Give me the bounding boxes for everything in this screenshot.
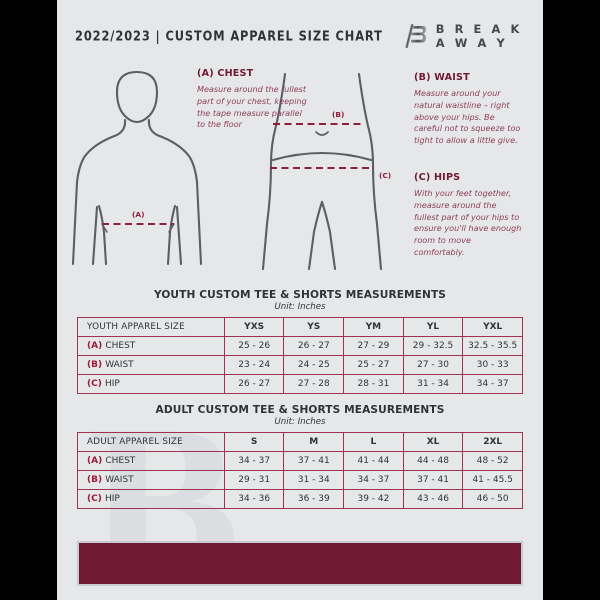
adult-section: ADULT CUSTOM TEE & SHORTS MEASUREMENTS U… — [57, 404, 543, 509]
size-chart-page: B 2022/2023 | CUSTOM APPAREL SIZE CHART — [57, 0, 543, 600]
table-cell: 31 - 34 — [402, 374, 464, 394]
chest-marker-label: (A) — [132, 210, 145, 219]
table-cell: 43 - 46 — [402, 489, 464, 509]
table-cell: 34 - 37 — [462, 374, 523, 394]
adult-col-header-size: ADULT APPAREL SIZE — [77, 432, 225, 452]
table-row: (B) WAIST 23 - 24 24 - 25 25 - 27 27 - 30 30 … — [77, 355, 523, 375]
youth-table-unit: Unit: Inches — [274, 302, 326, 312]
adult-col-header-2xl: 2XL — [462, 432, 523, 452]
measure-tag: (C) — [87, 379, 105, 389]
youth-col-header-yl: YL — [402, 317, 464, 337]
table-cell: 44 - 48 — [402, 451, 464, 471]
measure-tag: (A) — [87, 341, 106, 351]
measure-tag: (A) — [87, 456, 106, 466]
table-header-row: YOUTH APPAREL SIZE YXS YS YM YL YXL — [77, 317, 523, 337]
adult-row-label-hip: (C) HIP — [77, 489, 225, 509]
table-cell: 46 - 50 — [462, 489, 523, 509]
table-row: (C) HIP 26 - 27 27 - 28 28 - 31 31 - 34 34 - … — [77, 374, 523, 394]
table-row: (A) CHEST 34 - 37 37 - 41 41 - 44 44 - 48 48 … — [77, 451, 523, 471]
table-cell: 25 - 26 — [223, 336, 285, 356]
adult-row-label-waist: (B) WAIST — [77, 470, 225, 490]
table-cell: 27 - 29 — [343, 336, 404, 356]
table-cell: 37 - 41 — [402, 470, 464, 490]
waist-description: Measure around your natural waistline – … — [414, 88, 521, 146]
youth-size-table: YOUTH APPAREL SIZE YXS YS YM YL YXL (A) CHEST… — [77, 317, 523, 394]
table-cell: 28 - 31 — [343, 374, 404, 394]
waist-info-block: (B) WAIST Measure around your natural wa… — [414, 72, 522, 147]
measure-tag: (C) — [87, 494, 105, 504]
table-row: (C) HIP 34 - 36 36 - 39 39 - 42 43 - 46 46 - … — [77, 489, 523, 509]
table-cell: 25 - 27 — [343, 355, 404, 375]
measurement-diagram: (A) (B) (C) (A) CHEST Measure around the… — [57, 64, 543, 279]
adult-col-header-l: L — [343, 432, 404, 452]
hips-marker-label: (C) — [379, 171, 392, 180]
youth-table-title: YOUTH CUSTOM TEE & SHORTS MEASUREMENTS — [153, 289, 447, 301]
body-figure-illustration — [71, 70, 383, 271]
hips-description: With your feet together, measure around … — [414, 188, 522, 258]
waist-heading: (B) WAIST — [414, 72, 470, 83]
brand-name: B R E A K A W A Y — [435, 22, 523, 50]
table-cell: 34 - 36 — [223, 489, 285, 509]
youth-row-label-chest: (A) CHEST — [77, 336, 225, 356]
table-cell: 29 - 32.5 — [402, 336, 464, 356]
adult-table-unit: Unit: Inches — [274, 417, 326, 427]
table-cell: 41 - 44 — [343, 451, 404, 471]
youth-section: YOUTH CUSTOM TEE & SHORTS MEASUREMENTS U… — [57, 289, 543, 394]
hips-heading: (C) HIPS — [414, 172, 461, 183]
page-header: 2022/2023 | CUSTOM APPAREL SIZE CHART B — [57, 0, 543, 64]
table-row: (B) WAIST 29 - 31 31 - 34 34 - 37 37 - 41 41 … — [77, 470, 523, 490]
youth-col-header-ys: YS — [283, 317, 345, 337]
brand-lockup: B R E A K A W A Y — [405, 22, 525, 50]
table-row: (A) CHEST 25 - 26 26 - 27 27 - 29 29 - 32.5 3… — [77, 336, 523, 356]
chest-info-block: (A) CHEST Measure around the fullest par… — [197, 68, 309, 131]
youth-col-header-ym: YM — [343, 317, 404, 337]
table-cell: 29 - 31 — [223, 470, 285, 490]
table-cell: 34 - 37 — [343, 470, 404, 490]
chest-description: Measure around the fullest part of your … — [197, 84, 307, 130]
waist-marker-label: (B) — [332, 110, 345, 119]
table-cell: 36 - 39 — [283, 489, 345, 509]
table-cell: 41 - 45.5 — [462, 470, 523, 490]
adult-size-table: ADULT APPAREL SIZE S M L XL 2XL (A) CHEST 34 -… — [77, 432, 523, 509]
table-cell: 23 - 24 — [223, 355, 285, 375]
adult-table-title: ADULT CUSTOM TEE & SHORTS MEASUREMENTS — [155, 404, 445, 416]
youth-col-header-yxl: YXL — [462, 317, 523, 337]
table-cell: 37 - 41 — [283, 451, 345, 471]
breakaway-b-logo-icon — [405, 23, 427, 49]
table-cell: 39 - 42 — [343, 489, 404, 509]
table-cell: 34 - 37 — [223, 451, 285, 471]
measure-tag: (B) — [87, 360, 106, 370]
page-title: 2022/2023 | CUSTOM APPAREL SIZE CHART — [75, 27, 383, 45]
chest-heading: (A) CHEST — [197, 68, 254, 79]
measure-tag: (B) — [87, 475, 106, 485]
table-cell: 32.5 - 35.5 — [462, 336, 523, 356]
table-cell: 24 - 25 — [283, 355, 345, 375]
table-cell: 27 - 28 — [283, 374, 345, 394]
youth-row-label-hip: (C) HIP — [77, 374, 225, 394]
youth-row-label-waist: (B) WAIST — [77, 355, 225, 375]
footer-accent-bar — [77, 541, 523, 586]
youth-col-header-yxs: YXS — [223, 317, 285, 337]
hips-info-block: (C) HIPS With your feet together, measur… — [414, 172, 522, 259]
table-cell: 48 - 52 — [462, 451, 523, 471]
adult-col-header-m: M — [283, 432, 345, 452]
table-cell: 26 - 27 — [283, 336, 345, 356]
table-cell: 26 - 27 — [223, 374, 285, 394]
table-cell: 31 - 34 — [283, 470, 345, 490]
table-cell: 30 - 33 — [462, 355, 523, 375]
youth-col-header-size: YOUTH APPAREL SIZE — [77, 317, 225, 337]
adult-col-header-s: S — [223, 432, 285, 452]
table-header-row: ADULT APPAREL SIZE S M L XL 2XL — [77, 432, 523, 452]
table-cell: 27 - 30 — [402, 355, 464, 375]
adult-col-header-xl: XL — [402, 432, 464, 452]
adult-row-label-chest: (A) CHEST — [77, 451, 225, 471]
